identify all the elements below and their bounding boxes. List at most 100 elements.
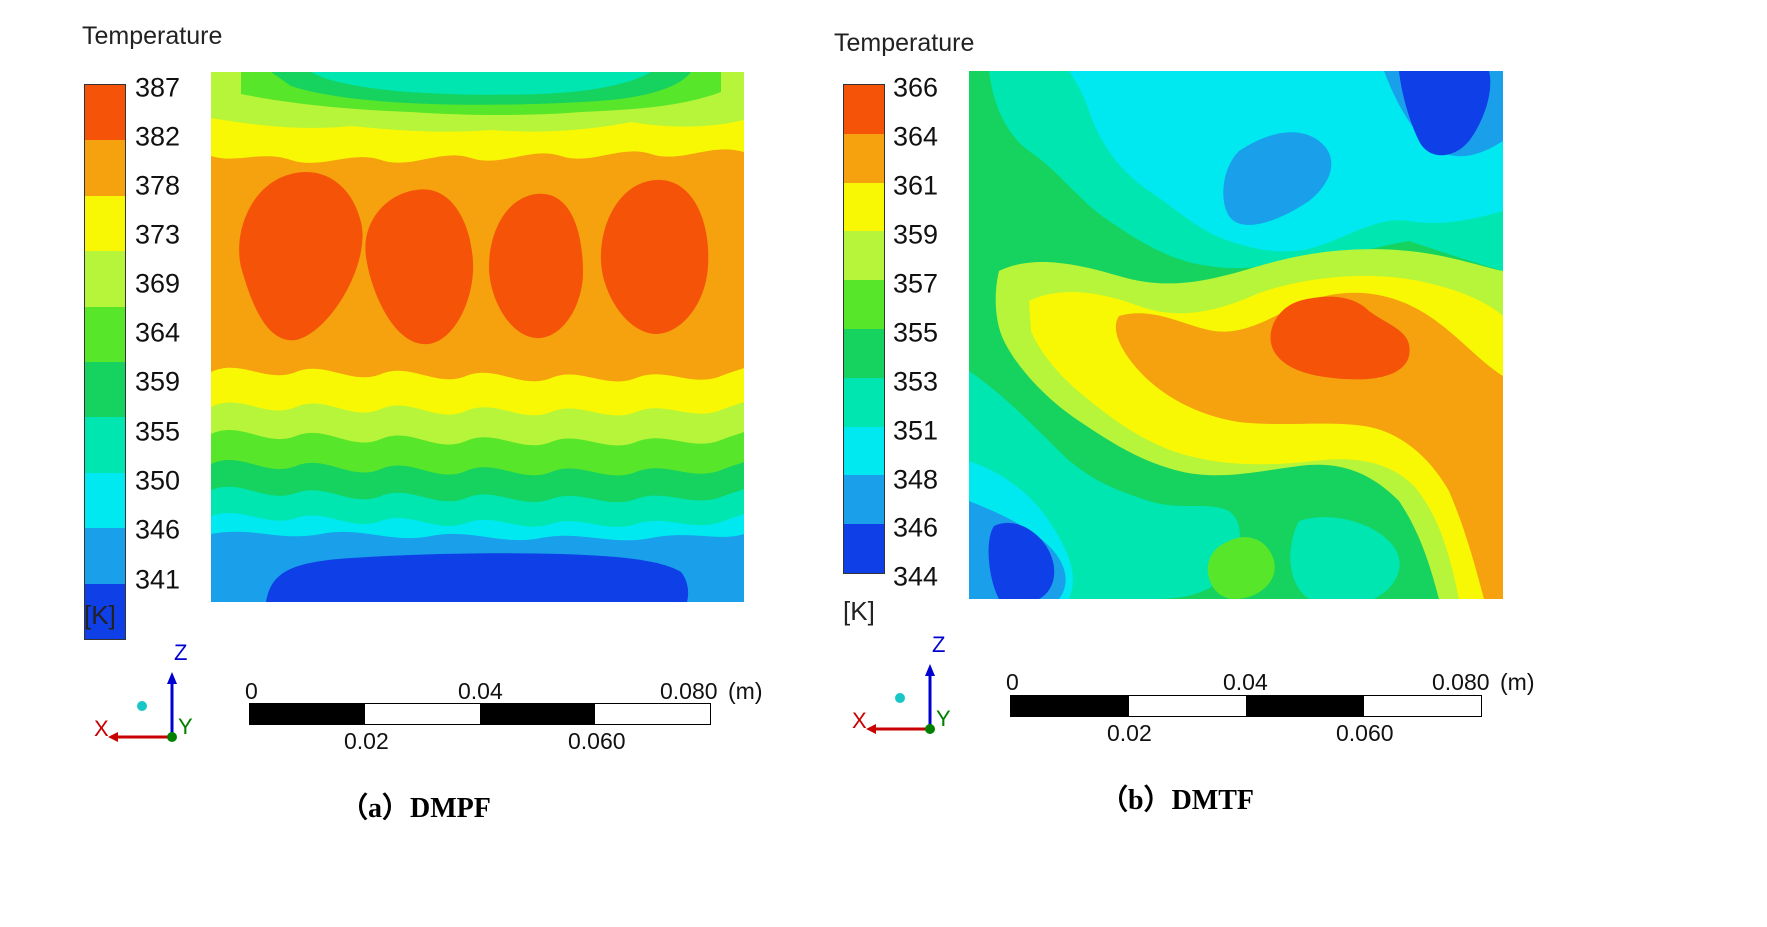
colorbar-band <box>844 133 884 183</box>
colorbar-tick-label: 359 <box>135 366 181 397</box>
unit-label: [K] <box>843 596 875 626</box>
x-axis-arrowhead <box>866 724 876 734</box>
colorbar-tick-label: 369 <box>135 268 181 299</box>
contour-region <box>365 189 474 345</box>
scale-label: 0.02 <box>344 728 389 754</box>
colorbar-band <box>844 280 884 329</box>
colorbar-band <box>85 251 125 307</box>
colorbar-band <box>844 377 884 427</box>
colorbar-tick-label: 359 <box>893 219 939 250</box>
z-axis-arrowhead <box>167 672 177 684</box>
colorbar-tick-label: 361 <box>893 170 939 201</box>
colorbar-tick-label: 355 <box>893 317 939 348</box>
scale-bar-segment <box>365 704 480 724</box>
x-axis-label: X <box>94 716 109 741</box>
unit-label: [K] <box>84 600 116 630</box>
z-axis-arrowhead <box>925 664 935 676</box>
view-marker <box>895 693 905 703</box>
scale-label: 0.080 <box>660 678 718 704</box>
scale-label: 0.080 <box>1432 669 1490 695</box>
origin-dot <box>925 724 935 734</box>
colorbar-tick-label: 364 <box>893 121 939 152</box>
colorbar-tick-label: 341 <box>135 564 181 595</box>
colorbar-band <box>85 528 125 584</box>
colorbar-tick-label: 373 <box>135 219 181 250</box>
scale-unit: (m) <box>728 678 763 704</box>
colorbar-band <box>844 475 884 525</box>
colorbar-tick-label: 355 <box>135 416 181 447</box>
colorbar-tick-label: 357 <box>893 268 939 299</box>
figure-caption: （b）DMTF <box>1100 785 1255 816</box>
colorbar-band <box>844 524 884 573</box>
contour-region <box>489 193 583 339</box>
scale-label: 0.060 <box>568 728 626 754</box>
colorbar-tick-label: 364 <box>135 317 181 348</box>
scale-bar-segment <box>480 704 595 724</box>
scale-label: 0.02 <box>1107 720 1152 746</box>
colorbar-tick-label: 353 <box>893 366 939 397</box>
colorbar-tick-label: 350 <box>135 465 181 496</box>
x-axis-label: X <box>852 708 867 733</box>
scale-bar <box>1010 695 1482 717</box>
contour-region <box>1399 71 1491 156</box>
colorbar-band <box>85 140 125 196</box>
contour-region <box>1270 296 1410 380</box>
colorbar-tick-label: 348 <box>893 464 939 495</box>
colorbar-band <box>844 426 884 476</box>
colorbar-tick-label: 378 <box>135 170 181 201</box>
colorbar-band <box>85 472 125 529</box>
contour-region <box>266 553 689 602</box>
scale-bar-segment <box>250 704 365 724</box>
contour-region <box>1110 507 1188 577</box>
scale-bar-segment <box>1363 696 1481 716</box>
scale-label: 0 <box>1006 669 1019 695</box>
scale-label: 0.04 <box>1223 669 1268 695</box>
colorbar-band <box>844 85 884 134</box>
colorbar-tick-label: 346 <box>893 512 939 543</box>
contour-plot <box>969 71 1503 599</box>
view-marker <box>137 701 147 711</box>
z-axis-label: Z <box>932 634 945 657</box>
panel-dmtf: Temperature 366 364 361 359 357 355 353 … <box>834 0 1744 927</box>
x-axis-arrowhead <box>108 732 118 742</box>
contour-region <box>239 172 363 341</box>
colorbar <box>84 84 126 640</box>
colorbar-band <box>844 328 884 378</box>
colorbar-band <box>85 306 125 363</box>
contour-region <box>1290 517 1400 599</box>
panel-dmpf: Temperature 387 382 378 373 369 364 359 … <box>82 22 763 824</box>
contour-region <box>311 72 651 95</box>
colorbar-tick-label: 351 <box>893 415 939 446</box>
contour-region <box>1207 537 1275 599</box>
contour-plot <box>211 72 744 602</box>
axes-triad: X Y Z <box>852 634 951 734</box>
colorbar-band <box>844 231 884 281</box>
y-axis-label: Y <box>178 714 193 739</box>
colorbar-band <box>85 85 125 141</box>
colorbar-tick-label: 366 <box>893 72 939 103</box>
scale-bar-segment <box>1011 696 1129 716</box>
figure-caption: （a）DMPF <box>340 793 491 824</box>
legend-title: Temperature <box>834 29 975 57</box>
legend-title: Temperature <box>82 22 223 50</box>
colorbar-band <box>85 417 125 473</box>
contour-plot-svg <box>211 72 744 602</box>
axes-triad: X Y Z <box>94 642 193 742</box>
contour-plot-svg <box>969 71 1503 599</box>
colorbar-band <box>85 362 125 418</box>
colorbar-band <box>85 583 125 640</box>
contour-region <box>600 179 709 334</box>
scale-bar-segment <box>1246 696 1364 716</box>
contour-region <box>1223 132 1332 225</box>
colorbar-band <box>844 182 884 232</box>
contour-region <box>988 522 1055 599</box>
colorbar <box>843 84 885 574</box>
scale-bar <box>249 703 711 725</box>
colorbar-tick-label: 346 <box>135 514 181 545</box>
scale-label: 0.04 <box>458 678 503 704</box>
scale-label: 0.060 <box>1336 720 1394 746</box>
colorbar-tick-label: 382 <box>135 121 181 152</box>
scale-bar-segment <box>595 704 710 724</box>
y-axis-label: Y <box>936 706 951 731</box>
scale-bar-segment <box>1128 696 1246 716</box>
